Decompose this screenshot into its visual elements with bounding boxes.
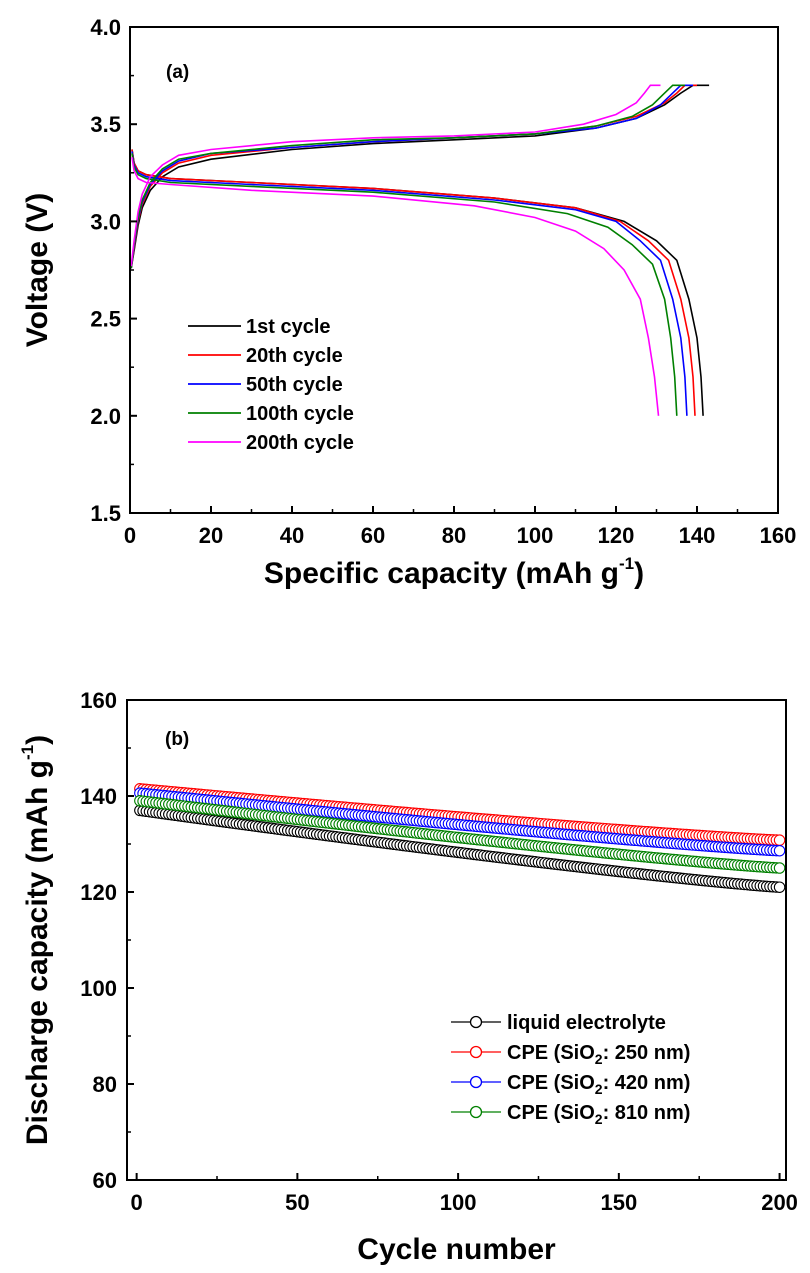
x-axis-title: Cycle number — [357, 1233, 556, 1266]
series-line-charge — [130, 84, 710, 269]
text-span: ) — [634, 557, 644, 590]
series-3 — [130, 84, 693, 416]
series-line-charge — [130, 84, 693, 269]
x-tick-label: 0 — [124, 523, 136, 548]
legend-label: 1st cycle — [246, 316, 331, 338]
legend-label: liquid electrolyte — [507, 1012, 666, 1034]
series-line-discharge — [131, 157, 660, 416]
data-point — [773, 844, 786, 857]
y-tick-label: 140 — [80, 784, 117, 809]
text-span: 2 — [595, 1081, 603, 1097]
text-span: : 250 nm) — [603, 1042, 691, 1064]
series-line-discharge — [131, 149, 704, 416]
x-tick-label: 150 — [600, 1190, 637, 1215]
series-line-discharge — [131, 153, 678, 416]
series-line-discharge — [131, 149, 696, 416]
legend-label: 20th cycle — [246, 345, 343, 367]
legend-marker — [469, 1075, 483, 1089]
series-line-charge — [130, 84, 661, 267]
text-span: -1 — [619, 554, 634, 573]
legend-marker — [469, 1105, 483, 1119]
x-tick-label: 40 — [280, 523, 304, 548]
text-span: : 420 nm) — [603, 1072, 691, 1094]
x-tick-label: 50 — [285, 1190, 309, 1215]
x-tick-label: 120 — [598, 523, 635, 548]
text-span: -1 — [18, 745, 37, 760]
series-line-discharge — [131, 151, 688, 416]
legend-label: CPE (SiO2: 250 nm) — [507, 1042, 690, 1067]
legend-marker — [469, 1015, 483, 1029]
text-span: CPE (SiO — [507, 1072, 595, 1094]
data-point — [773, 862, 786, 874]
data-point — [773, 834, 786, 846]
x-tick-label: 140 — [679, 523, 716, 548]
x-tick-label: 100 — [440, 1190, 477, 1215]
series-2 — [130, 84, 697, 416]
y-axis-title: Voltage (V) — [21, 193, 54, 347]
y-tick-label: 1.5 — [90, 501, 121, 526]
x-tick-label: 20 — [199, 523, 223, 548]
data-point — [773, 881, 786, 893]
y-tick-label: 3.5 — [90, 112, 121, 137]
x-tick-label: 0 — [131, 1190, 143, 1215]
legend-label: 100th cycle — [246, 403, 354, 425]
y-tick-label: 160 — [80, 688, 117, 713]
y-tick-label: 4.0 — [90, 15, 121, 40]
x-tick-label: 200 — [761, 1190, 798, 1215]
y-tick-label: 2.0 — [90, 404, 121, 429]
x-axis-title: Specific capacity (mAh g-1) — [264, 554, 644, 590]
plot-frame — [129, 26, 779, 514]
x-tick-label: 160 — [760, 523, 797, 548]
chart-b: 0 50 100 150 200 60 80 100 120 140 160 (b) Cycle num… — [18, 688, 798, 1266]
text-span: ) — [21, 735, 54, 745]
y-tick-label: 60 — [93, 1168, 117, 1193]
text-span: : 810 nm) — [603, 1102, 691, 1124]
series-1 — [134, 804, 786, 893]
y-axis-title: Discharge capacity (mAh g-1) — [18, 735, 54, 1145]
y-tick-label: 120 — [80, 880, 117, 905]
y-tick-label: 3.0 — [90, 209, 121, 234]
y-tick-label: 80 — [93, 1072, 117, 1097]
legend-marker — [469, 1045, 483, 1059]
x-tick-label: 60 — [361, 523, 385, 548]
x-tick-label: 80 — [442, 523, 466, 548]
series-line-charge — [130, 84, 685, 269]
text-span: CPE (SiO — [507, 1042, 595, 1064]
panel-label: (a) — [166, 62, 189, 83]
legend: 1st cycle 20th cycle 50th cycle 100th cycle… — [188, 316, 354, 454]
series-3 — [134, 787, 786, 857]
legend-label: CPE (SiO2: 810 nm) — [507, 1102, 690, 1127]
text-span: CPE (SiO — [507, 1102, 595, 1124]
series-5 — [130, 84, 661, 416]
series-line-charge — [130, 84, 697, 269]
y-tick-label: 2.5 — [90, 307, 121, 332]
panel-label: (b) — [165, 729, 189, 750]
text-span: liquid electrolyte — [507, 1012, 666, 1034]
x-tick-label: 100 — [517, 523, 554, 548]
series-4 — [134, 795, 786, 874]
legend-label: 50th cycle — [246, 374, 343, 396]
chart-a: 0 20 40 60 80 100 120 140 160 1.5 2.0 2.5 3.0 3.5 4.0 (… — [21, 15, 796, 590]
series-1 — [130, 84, 710, 416]
text-span: 2 — [595, 1051, 603, 1067]
y-tick-label: 100 — [80, 976, 117, 1001]
text-span: Specific capacity (mAh g — [264, 557, 619, 590]
text-span: Discharge capacity (mAh g — [21, 760, 54, 1145]
text-span: 2 — [595, 1111, 603, 1127]
legend-label: 200th cycle — [246, 432, 354, 454]
series-4 — [130, 84, 685, 416]
legend-label: CPE (SiO2: 420 nm) — [507, 1072, 690, 1097]
